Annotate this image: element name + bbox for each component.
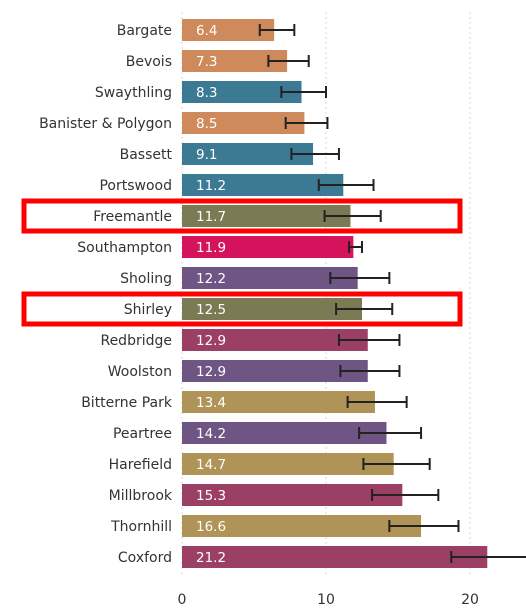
bar-bevois — [182, 50, 288, 72]
value-label-swaythling: 8.3 — [196, 85, 217, 101]
category-label-bitterne-park: Bitterne Park — [81, 395, 173, 411]
category-label-woolston: Woolston — [108, 364, 172, 380]
category-label-bargate: Bargate — [117, 23, 172, 39]
category-label-thornhill: Thornhill — [110, 519, 172, 535]
x-tick-label-0: 0 — [178, 592, 187, 608]
category-label-bassett: Bassett — [120, 147, 173, 163]
category-label-redbridge: Redbridge — [100, 333, 172, 349]
value-label-bassett: 9.1 — [196, 147, 217, 163]
bar-thornhill — [182, 515, 422, 537]
category-label-swaythling: Swaythling — [95, 85, 172, 101]
category-label-coxford: Coxford — [118, 550, 172, 566]
x-axis: 0 10 20 — [178, 592, 479, 608]
error-bar-bitterne-park — [346, 396, 408, 408]
bar-southampton — [182, 236, 354, 258]
error-bar-harefield — [362, 458, 431, 470]
bar-harefield — [182, 453, 394, 475]
bar-woolston — [182, 360, 368, 382]
category-label-peartree: Peartree — [113, 426, 172, 442]
category-label-sholing: Sholing — [120, 271, 172, 287]
x-tick-label-20: 20 — [461, 592, 479, 608]
error-bars — [258, 24, 526, 563]
value-label-redbridge: 12.9 — [196, 333, 226, 349]
category-label-harefield: Harefield — [109, 457, 172, 473]
category-label-shirley: Shirley — [124, 302, 172, 318]
bar-portswood — [182, 174, 344, 196]
value-label-peartree: 14.2 — [196, 426, 226, 442]
category-label-southampton: Southampton — [77, 240, 172, 256]
bar-shirley — [182, 298, 362, 320]
bar-bassett — [182, 143, 314, 165]
value-label-banister-and-polygon: 8.5 — [196, 116, 217, 132]
error-bar-southampton — [348, 241, 363, 253]
error-bar-bassett — [290, 148, 340, 160]
error-bar-portswood — [317, 179, 375, 191]
value-label-coxford: 21.2 — [196, 550, 226, 566]
error-bar-bargate — [258, 24, 296, 36]
category-label-freemantle: Freemantle — [93, 209, 172, 225]
error-bar-coxford — [450, 551, 526, 563]
error-bar-peartree — [358, 427, 423, 439]
bar-banister-and-polygon — [182, 112, 305, 134]
error-bar-millbrook — [371, 489, 440, 501]
bar-freemantle — [182, 205, 351, 227]
bar-millbrook — [182, 484, 403, 506]
highlight-box-shirley — [21, 291, 463, 327]
error-bar-shirley — [335, 303, 394, 315]
category-label-banister-and-polygon: Banister & Polygon — [39, 116, 172, 132]
bar-peartree — [182, 422, 387, 444]
value-label-freemantle: 11.7 — [196, 209, 226, 225]
error-bar-sholing — [329, 272, 391, 284]
value-label-woolston: 12.9 — [196, 364, 226, 380]
value-label-southampton: 11.9 — [196, 240, 226, 256]
bar-swaythling — [182, 81, 302, 103]
value-label-sholing: 12.2 — [196, 271, 226, 287]
bar-bargate — [182, 19, 275, 41]
error-bar-thornhill — [388, 520, 460, 532]
value-label-harefield: 14.7 — [196, 457, 226, 473]
value-label-thornhill: 16.6 — [196, 519, 226, 535]
error-bar-redbridge — [337, 334, 401, 346]
value-label-shirley: 12.5 — [196, 302, 226, 318]
labels: 6.4 Bargate 7.3 Bevois 8.3 Swaythling 8.5 Banis… — [39, 23, 226, 566]
category-label-portswood: Portswood — [99, 178, 172, 194]
category-label-bevois: Bevois — [126, 54, 172, 70]
category-label-millbrook: Millbrook — [109, 488, 173, 504]
value-label-bevois: 7.3 — [196, 54, 217, 70]
bar-sholing — [182, 267, 358, 289]
bar-redbridge — [182, 329, 368, 351]
error-bar-woolston — [339, 365, 401, 377]
bar-bitterne-park — [182, 391, 375, 413]
value-label-bitterne-park: 13.4 — [196, 395, 226, 411]
highlight-box-freemantle — [21, 198, 463, 234]
error-bar-banister-and-polygon — [284, 117, 329, 129]
highlight-boxes — [21, 198, 463, 327]
value-label-millbrook: 15.3 — [196, 488, 226, 504]
x-tick-label-10: 10 — [317, 592, 335, 608]
value-label-bargate: 6.4 — [196, 23, 217, 39]
bar-coxford — [182, 546, 488, 568]
error-bar-freemantle — [323, 210, 382, 222]
error-bar-swaythling — [280, 86, 327, 98]
value-label-portswood: 11.2 — [196, 178, 226, 194]
error-bar-bevois — [267, 55, 310, 67]
bars — [182, 19, 488, 568]
